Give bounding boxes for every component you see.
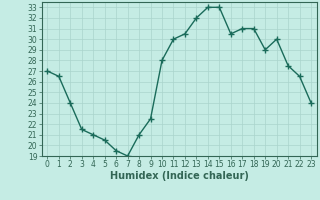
X-axis label: Humidex (Indice chaleur): Humidex (Indice chaleur) [110,171,249,181]
